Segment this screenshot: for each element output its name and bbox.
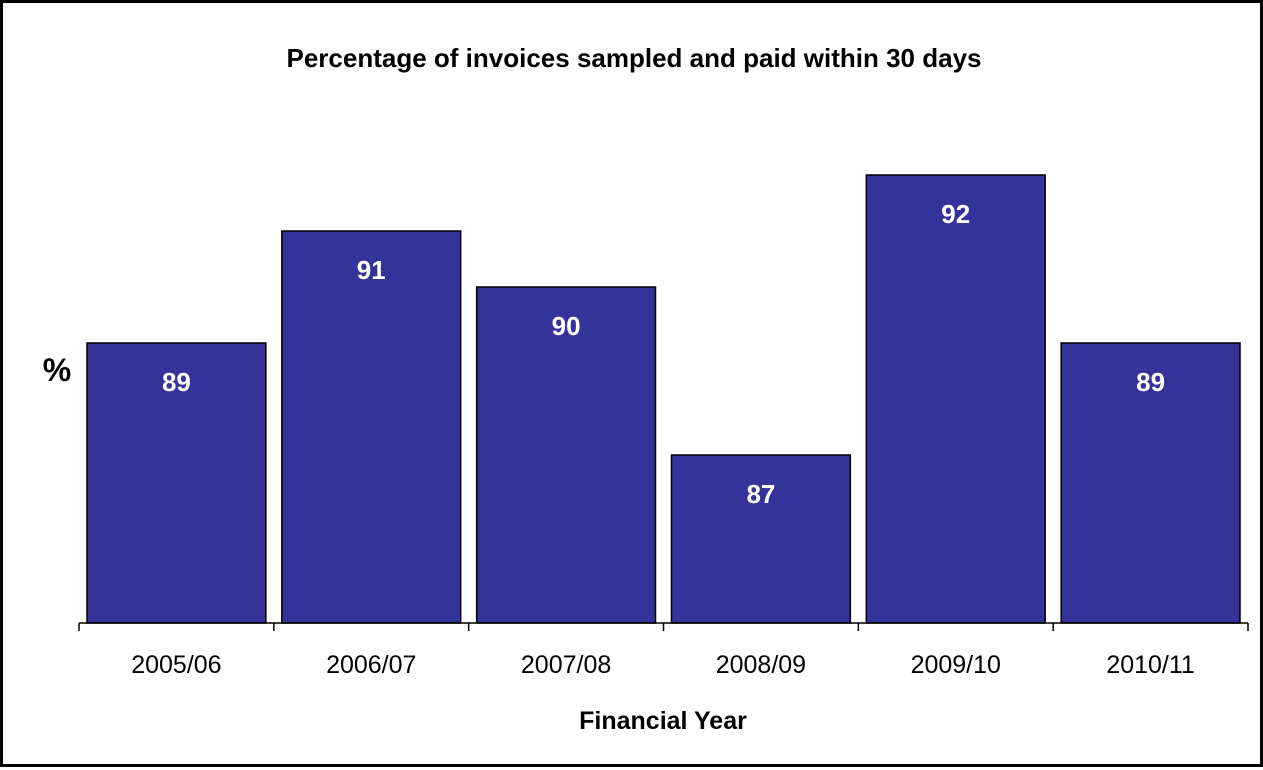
plot-area: 89 2005/06 91 2006/07 90 2007/08 87 2008/09 92 20…: [78, 174, 1249, 679]
x-tick-label: 2009/10: [911, 651, 1001, 679]
x-tick-label: 2005/06: [131, 651, 221, 679]
x-axis-title: Financial Year: [579, 707, 747, 735]
data-label: 90: [552, 311, 581, 341]
x-tick-label: 2006/07: [326, 651, 416, 679]
bar-2007-08: [475, 286, 657, 624]
y-axis-label: %: [43, 352, 71, 388]
chart-title: Percentage of invoices sampled and paid …: [287, 43, 982, 73]
x-tick-label: 2007/08: [521, 651, 611, 679]
bar-2008-09: [670, 454, 852, 624]
bar-2006-07: [281, 230, 462, 624]
data-label: 92: [941, 199, 970, 229]
data-label: 87: [746, 479, 775, 509]
bar-2005-06: [86, 342, 267, 624]
data-label: 89: [1136, 367, 1165, 397]
x-tick-label: 2010/11: [1106, 651, 1195, 679]
data-label: 91: [357, 255, 386, 285]
bar-chart: Percentage of invoices sampled and paid …: [43, 43, 1249, 735]
data-label: 89: [162, 367, 191, 397]
x-tick-label: 2008/09: [716, 651, 806, 679]
bar-2010-11: [1060, 342, 1241, 624]
bar-2009-10: [865, 174, 1046, 624]
